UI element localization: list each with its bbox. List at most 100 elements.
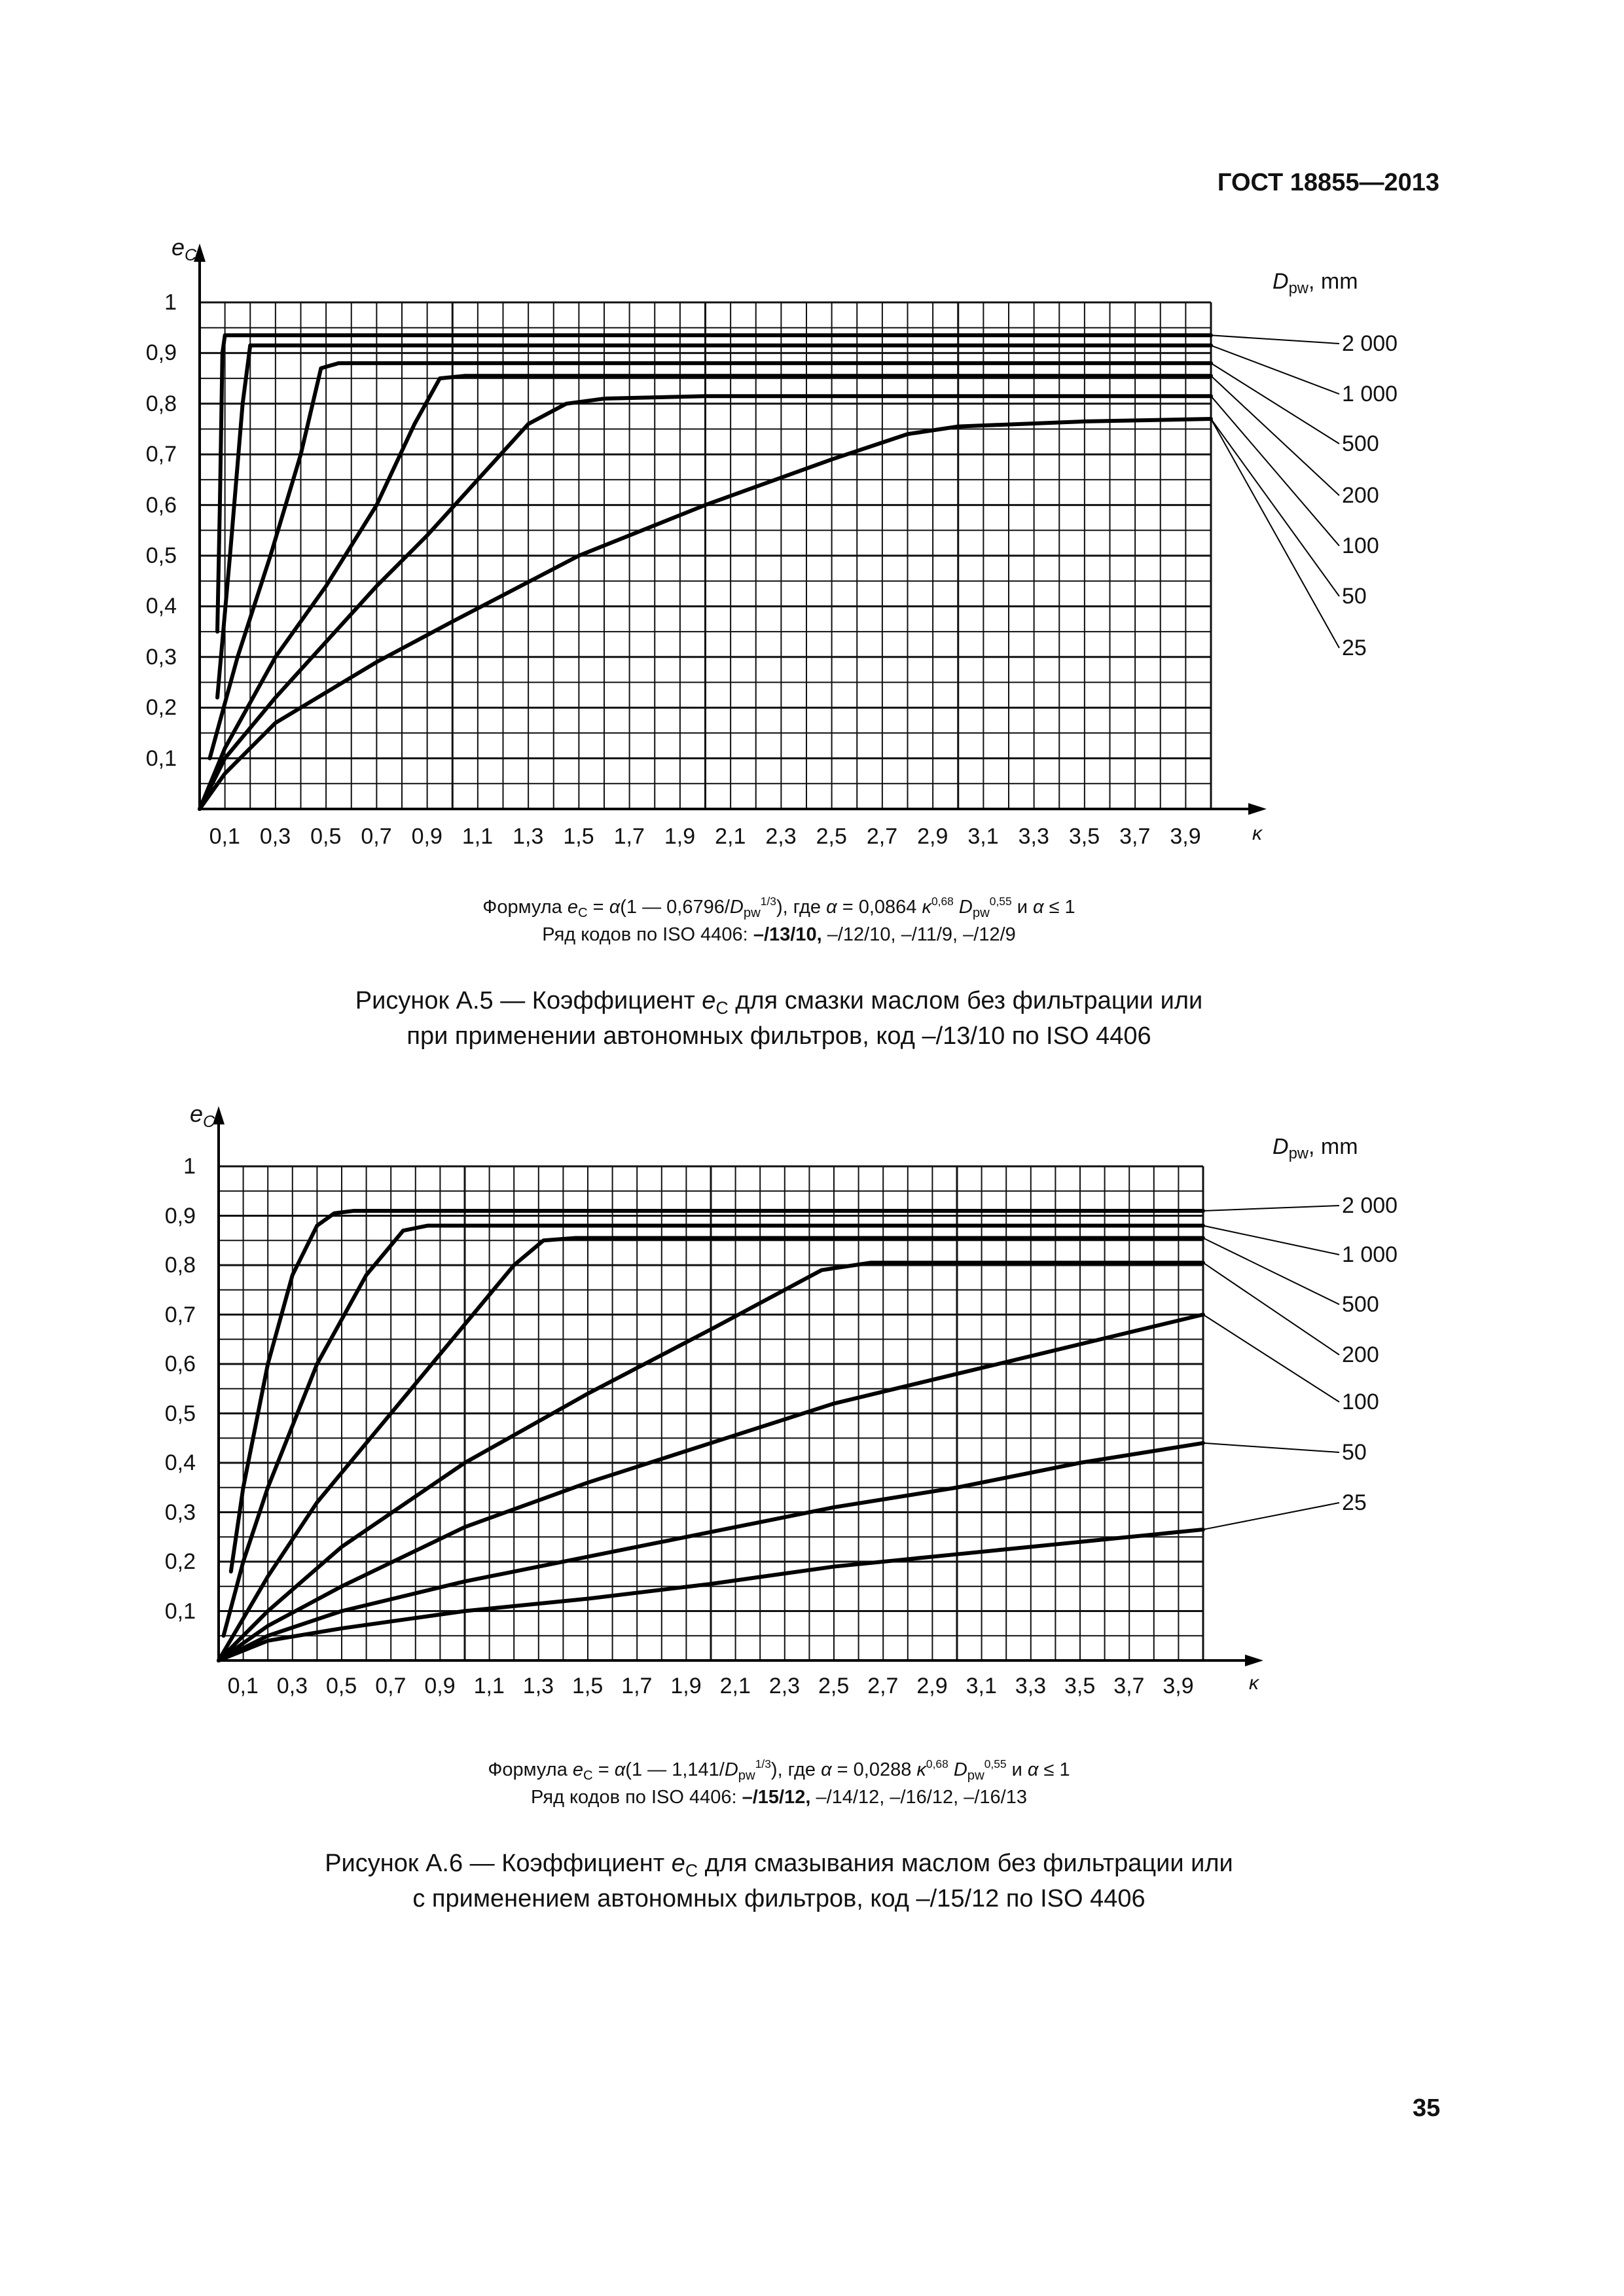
text-run: и xyxy=(1006,1759,1028,1780)
legend-leader-line xyxy=(1210,334,1340,344)
x-tick-label: 2,9 xyxy=(917,824,948,849)
x-tick-label: 3,9 xyxy=(1163,1674,1194,1698)
text-run: α xyxy=(821,1759,832,1780)
text-run: e xyxy=(171,234,185,260)
text-run xyxy=(954,897,959,918)
text-run: α xyxy=(826,897,837,918)
text-run: D xyxy=(724,1759,738,1780)
x-tick-label: 2,1 xyxy=(715,824,746,849)
text-run: (1 — 1,141/ xyxy=(625,1759,725,1780)
text-run: e xyxy=(190,1100,204,1127)
text-run: = xyxy=(592,1759,615,1780)
x-tick-label: 0,3 xyxy=(259,824,291,849)
text-run: Ряд кодов по ISO 4406: xyxy=(530,1787,742,1808)
text-run: C xyxy=(185,245,197,264)
x-tick-label: 0,9 xyxy=(424,1674,456,1698)
legend-label: 500 xyxy=(1342,431,1379,456)
x-tick-label: 0,7 xyxy=(375,1674,406,1698)
text-run: e xyxy=(702,987,716,1014)
y-tick-label: 0,2 xyxy=(164,1549,196,1574)
text-run: ), где xyxy=(770,1759,821,1780)
x-tick-label: 3,1 xyxy=(967,824,999,849)
y-tick-label: 0,8 xyxy=(164,1253,196,1278)
text-run: pw xyxy=(743,906,761,921)
series-line-500 xyxy=(208,361,1213,761)
y-axis-arrow-icon xyxy=(194,243,206,262)
y-tick-label: 0,1 xyxy=(145,745,177,771)
x-tick-label: 0,9 xyxy=(411,824,442,849)
series-line-2000 xyxy=(215,333,1213,634)
y-tick-label: 0,3 xyxy=(145,644,177,670)
text-run: C xyxy=(583,1768,593,1784)
x-tick-label: 1,7 xyxy=(621,1674,653,1698)
y-tick-label: 0,7 xyxy=(145,442,177,467)
text-run: C xyxy=(577,906,588,921)
x-tick-label: 2,3 xyxy=(765,824,797,849)
x-axis-arrow-icon xyxy=(1248,803,1267,815)
x-tick-label: 3,9 xyxy=(1170,824,1201,849)
x-tick-label: 2,7 xyxy=(867,1674,899,1698)
page-number: 35 xyxy=(1413,2094,1441,2122)
y-tick-label: 0,6 xyxy=(164,1352,196,1376)
y-axis-label: eC xyxy=(190,1100,215,1130)
legend-title: Dpw, mm xyxy=(1272,268,1358,298)
text-run: ≤ 1 xyxy=(1038,1759,1070,1780)
text-run: –/13/10, xyxy=(753,924,822,945)
text-run: для смазки маслом без фильтрации или xyxy=(728,987,1203,1014)
legend-label: 25 xyxy=(1342,636,1367,660)
series-line-500 xyxy=(217,1236,1205,1662)
x-tick-label: 0,1 xyxy=(209,824,240,849)
document-code: ГОСТ 18855—2013 xyxy=(1217,169,1439,196)
text-run: , mm xyxy=(1308,1134,1358,1159)
legend-label: 1 000 xyxy=(1342,1242,1398,1267)
y-tick-label: 0,4 xyxy=(164,1450,196,1475)
x-axis-label: κ xyxy=(1252,823,1262,844)
figure-caption: при применении автономных фильтров, код … xyxy=(190,1021,1368,1051)
text-run: = xyxy=(587,897,609,918)
text-run: e xyxy=(671,1850,685,1877)
y-tick-label: 0,5 xyxy=(145,543,177,568)
legend-leader-line xyxy=(1210,418,1340,649)
text-run: 1/3 xyxy=(755,1757,771,1770)
x-tick-label: 1,3 xyxy=(513,824,544,849)
legend-label: 200 xyxy=(1342,483,1379,508)
text-run: для смазывания маслом без фильтрации или xyxy=(698,1850,1233,1877)
y-tick-label: 0,4 xyxy=(145,594,177,619)
text-run: α xyxy=(1032,897,1044,918)
text-run: pw xyxy=(1288,1145,1308,1163)
series-line-1000 xyxy=(215,343,1213,700)
legend-leader-line xyxy=(1210,395,1340,547)
x-tick-label: 2,3 xyxy=(768,1674,801,1698)
series-line-200 xyxy=(217,1261,1205,1662)
legend-leader-line xyxy=(1202,1502,1340,1530)
y-tick-label: 0,3 xyxy=(164,1499,196,1525)
y-tick-label: 0,2 xyxy=(145,695,177,721)
legend-leader-line xyxy=(1202,1205,1340,1211)
legend-label: 50 xyxy=(1342,1440,1367,1465)
legend-label: 100 xyxy=(1342,533,1379,558)
text-run: D xyxy=(953,1759,967,1780)
y-tick-label: 0,7 xyxy=(164,1302,196,1327)
x-tick-label: 2,5 xyxy=(818,1674,850,1698)
series-line-50 xyxy=(198,417,1213,811)
text-run: pw xyxy=(967,1768,984,1784)
x-tick-label: 2,1 xyxy=(719,1674,751,1698)
text-run: κ xyxy=(916,1759,926,1780)
legend-leader-line xyxy=(1202,1237,1340,1305)
y-tick-label: 0,8 xyxy=(145,391,177,416)
series-line-50 xyxy=(217,1441,1205,1662)
legend-leader-line xyxy=(1210,344,1340,395)
legend-leader-line xyxy=(1202,1225,1340,1255)
text-run: –/12/10, –/11/9, –/12/9 xyxy=(821,924,1016,945)
text-run: C xyxy=(715,997,729,1018)
text-run: pw xyxy=(972,906,990,921)
text-run: α xyxy=(614,1759,626,1780)
series-line-100 xyxy=(217,1312,1205,1662)
legend-label: 50 xyxy=(1342,584,1367,609)
text-run: D xyxy=(958,897,973,918)
figure-caption: Рисунок А.5 — Коэффициент eC для смазки … xyxy=(190,986,1368,1016)
series-line-25 xyxy=(217,1527,1205,1662)
x-tick-label: 2,5 xyxy=(816,824,847,849)
text-run: pw xyxy=(1288,279,1308,298)
legend-label: 500 xyxy=(1342,1292,1379,1317)
